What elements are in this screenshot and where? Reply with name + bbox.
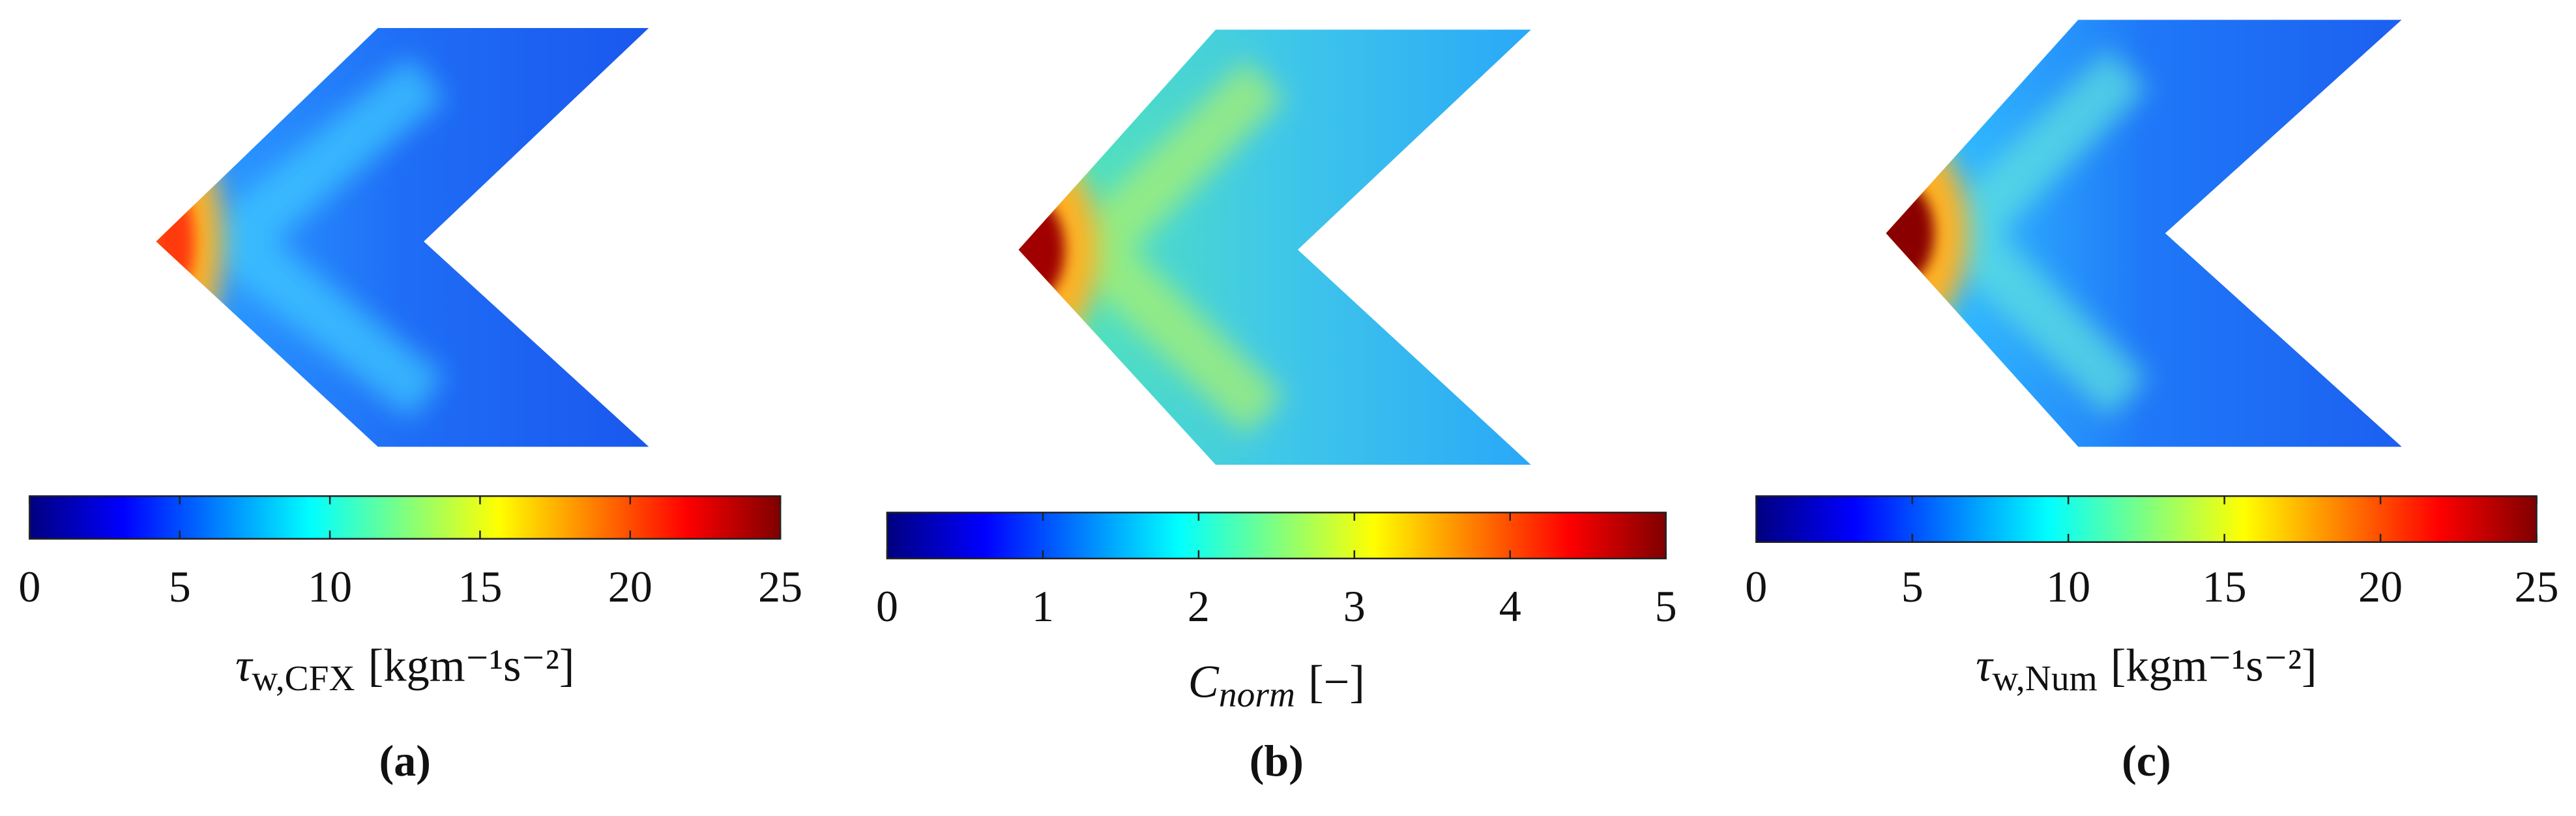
colorbar-tick-label: 0: [18, 562, 40, 611]
colorbar-tick-label: 10: [308, 562, 352, 611]
colorbar-tick-label: 2: [1188, 581, 1210, 631]
label-symbol: C: [1188, 657, 1220, 708]
label-symbol: τ: [235, 641, 254, 692]
colorbar: [29, 495, 782, 540]
colorbar-tick-label: 5: [1655, 581, 1677, 631]
colorbar-tick-label: 1: [1032, 581, 1054, 631]
heatmap-hotspot-core: [156, 187, 194, 296]
label-unit: [kgm⁻¹s⁻²]: [2111, 641, 2317, 692]
colorbar-tick-label: 15: [458, 562, 502, 611]
colorbar-tick-label: 0: [1745, 562, 1767, 611]
colorbar-tick-label: 0: [876, 581, 898, 631]
panel-caption: (c): [2122, 736, 2171, 785]
label-subscript: norm: [1219, 675, 1295, 714]
label-symbol: τ: [1976, 641, 1994, 692]
colorbar: [886, 512, 1667, 560]
heatmap-hotspot-core: [1886, 183, 1935, 284]
colorbar-tick-label: 5: [1901, 562, 1924, 611]
colorbar-tick-label: 20: [2358, 562, 2403, 611]
colorbar-tick-label: 20: [608, 562, 652, 611]
colorbar-tick-label: 4: [1499, 581, 1521, 631]
colorbar-tick-label: 15: [2203, 562, 2247, 611]
colorbar-tick-label: 10: [2046, 562, 2090, 611]
label-subscript: w,Num: [1993, 658, 2098, 698]
colorbar-tick-label: 5: [169, 562, 191, 611]
colorbar-tick-label: 3: [1343, 581, 1366, 631]
heatmap: [156, 27, 649, 447]
panel: 0 5 10 15 20 25 τw,Num [kgm⁻¹s⁻²] (c): [1745, 20, 2559, 785]
colorbar: [1755, 495, 2538, 543]
heatmap-hotspot-core: [1018, 199, 1065, 300]
colorbar-label: τw,Num [kgm⁻¹s⁻²]: [1976, 641, 2317, 698]
colorbar-tick-label: 25: [2514, 562, 2558, 611]
label-unit: [kgm⁻¹s⁻²]: [368, 641, 575, 692]
colorbar-label: Cnorm [−]: [1188, 657, 1365, 714]
label-unit: [−]: [1308, 657, 1365, 708]
heatmap-field: [156, 27, 649, 447]
heatmap: [1886, 20, 2402, 447]
heatmap: [1018, 29, 1532, 465]
panel-caption: (b): [1250, 736, 1304, 785]
panel: 0 5 10 15 20 25 τw,CFX [kgm⁻¹s⁻²] (a): [18, 27, 802, 785]
colorbar-label: τw,CFX [kgm⁻¹s⁻²]: [235, 641, 574, 698]
panel-caption: (a): [379, 736, 431, 785]
panel: 0 1 2 3 4 5 Cnorm [−](b): [876, 29, 1677, 785]
colorbar-tick-label: 25: [758, 562, 802, 611]
label-subscript: w,CFX: [252, 658, 355, 698]
